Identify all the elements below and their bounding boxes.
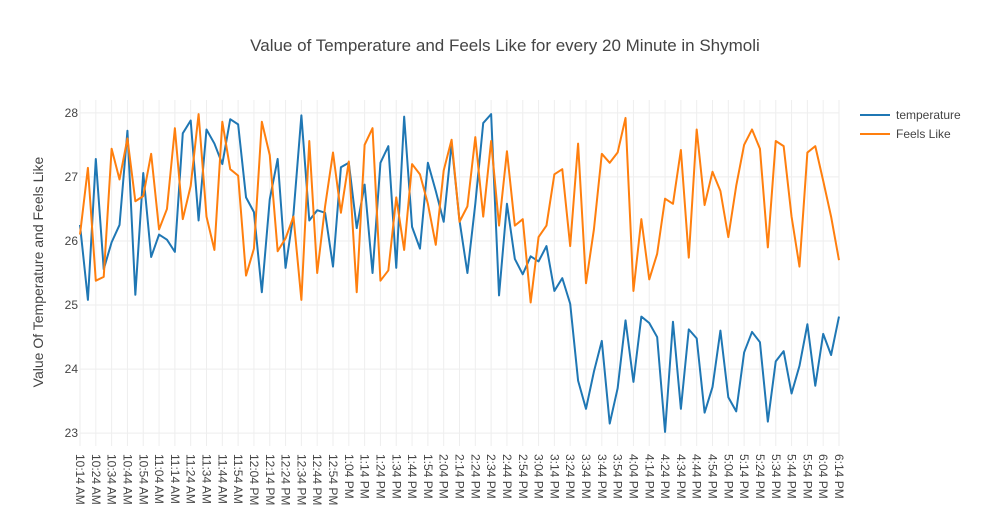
x-tick-label: 5:44 PM xyxy=(785,454,799,499)
x-axis-ticks: 10:14 AM 10:24 AM 10:34 AM 10:44 AM 10:54 AM… xyxy=(73,454,846,505)
x-tick-label: 12:34 PM xyxy=(294,454,308,505)
y-tick-label: 23 xyxy=(65,426,79,440)
x-tick-label: 12:24 PM xyxy=(279,454,293,505)
y-axis-ticks: 23 24 25 26 27 28 xyxy=(65,106,79,440)
x-tick-label: 3:14 PM xyxy=(547,454,561,499)
x-tick-label: 4:34 PM xyxy=(674,454,688,499)
x-tick-label: 4:04 PM xyxy=(626,454,640,499)
legend-label: Feels Like xyxy=(896,127,951,141)
x-tick-label: 10:24 AM xyxy=(89,454,103,505)
y-tick-label: 27 xyxy=(65,170,79,184)
x-tick-label: 6:04 PM xyxy=(816,454,830,499)
x-tick-label: 2:34 PM xyxy=(484,454,498,499)
x-tick-label: 12:44 PM xyxy=(310,454,324,505)
x-tick-label: 4:44 PM xyxy=(690,454,704,499)
x-tick-label: 1:14 PM xyxy=(358,454,372,499)
x-tick-label: 5:14 PM xyxy=(737,454,751,499)
series-layer xyxy=(79,113,840,433)
x-tick-label: 10:14 AM xyxy=(73,454,87,505)
x-tick-label: 3:54 PM xyxy=(611,454,625,499)
x-tick-label: 3:24 PM xyxy=(563,454,577,499)
x-tick-label: 10:34 AM xyxy=(105,454,119,505)
x-tick-label: 5:54 PM xyxy=(800,454,814,499)
x-tick-label: 2:24 PM xyxy=(468,454,482,499)
series-line-feels-like[interactable] xyxy=(79,113,840,304)
x-tick-label: 3:04 PM xyxy=(532,454,546,499)
y-axis-title: Value Of Temperature and Feels Like xyxy=(30,156,46,387)
x-tick-label: 2:04 PM xyxy=(437,454,451,499)
x-tick-label: 10:44 AM xyxy=(120,454,134,505)
x-tick-label: 4:54 PM xyxy=(706,454,720,499)
x-tick-label: 4:14 PM xyxy=(642,454,656,499)
legend-item-feels-like[interactable]: Feels Like xyxy=(860,127,951,141)
x-tick-label: 11:24 AM xyxy=(184,454,198,504)
x-tick-label: 12:14 PM xyxy=(263,454,277,505)
x-tick-label: 11:34 AM xyxy=(200,454,214,504)
x-tick-label: 5:34 PM xyxy=(769,454,783,499)
x-tick-label: 12:54 PM xyxy=(326,454,340,505)
x-tick-label: 2:44 PM xyxy=(500,454,514,499)
y-tick-label: 28 xyxy=(65,106,79,120)
x-tick-label: 2:14 PM xyxy=(453,454,467,499)
x-tick-label: 5:04 PM xyxy=(721,454,735,499)
x-tick-label: 1:34 PM xyxy=(389,454,403,499)
x-tick-label: 11:44 AM xyxy=(215,454,229,504)
x-tick-label: 3:34 PM xyxy=(579,454,593,499)
x-tick-label: 1:54 PM xyxy=(421,454,435,499)
legend-item-temperature[interactable]: temperature xyxy=(860,108,961,122)
x-tick-label: 2:54 PM xyxy=(516,454,530,499)
x-tick-label: 12:04 PM xyxy=(247,454,261,505)
x-tick-label: 11:04 AM xyxy=(152,454,166,504)
y-tick-label: 26 xyxy=(65,234,79,248)
legend-label: temperature xyxy=(896,108,961,122)
x-tick-label: 1:44 PM xyxy=(405,454,419,499)
x-tick-label: 6:14 PM xyxy=(832,454,846,499)
x-tick-label: 4:24 PM xyxy=(658,454,672,499)
chart-title: Value of Temperature and Feels Like for … xyxy=(250,36,760,55)
x-tick-label: 11:14 AM xyxy=(168,454,182,504)
x-tick-label: 1:04 PM xyxy=(342,454,356,499)
y-tick-label: 25 xyxy=(65,298,79,312)
x-tick-label: 5:24 PM xyxy=(753,454,767,499)
x-tick-label: 11:54 AM xyxy=(231,454,245,504)
y-tick-label: 24 xyxy=(65,362,79,376)
x-tick-label: 3:44 PM xyxy=(595,454,609,499)
x-tick-label: 1:24 PM xyxy=(373,454,387,499)
x-tick-label: 10:54 AM xyxy=(136,454,150,505)
legend[interactable]: temperature Feels Like xyxy=(860,108,961,141)
